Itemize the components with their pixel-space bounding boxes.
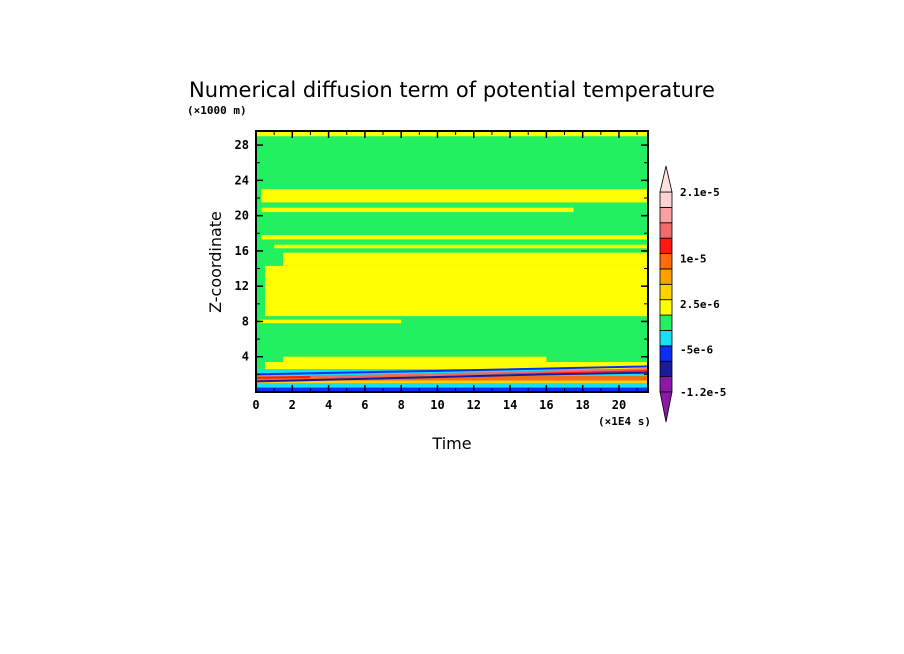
colorbar-bin-9 [659, 237, 673, 254]
colorbar-under-arrow [659, 391, 673, 423]
contour-band-9 [265, 362, 648, 371]
colorbar-bin-0 [659, 376, 673, 393]
x-tick-label: 20 [612, 398, 626, 412]
colorbar-over-arrow [659, 165, 673, 193]
colorbar-bin-8 [659, 253, 673, 270]
colorbar-bin-6 [659, 283, 673, 301]
colorbar-bin-11 [659, 206, 673, 224]
contour-band-13 [256, 383, 648, 388]
x-axis: 0 2 4 6 8 10 12 14 16 18 20 [252, 131, 638, 412]
x-tick-label: 10 [430, 398, 444, 412]
colorbar-label: 1e-5 [680, 253, 707, 266]
x-tick-label: 14 [503, 398, 517, 412]
x-tick-label: 6 [361, 398, 368, 412]
contour-band-7 [259, 319, 402, 324]
colorbar: 2.1e-5 1e-5 2.5e-6 -5e-6 -1.2e-5 [659, 165, 726, 423]
contour-line-2 [255, 365, 649, 376]
y-tick-label: 4 [242, 350, 249, 364]
contour-band-8 [283, 356, 547, 363]
colorbar-label: 2.1e-5 [680, 186, 720, 199]
contour-band-1 [261, 189, 648, 203]
contour-band-5 [283, 252, 648, 266]
x-tick-label: 18 [575, 398, 589, 412]
y-unit-label: (×1000 m) [187, 104, 247, 117]
plot-frame [255, 130, 649, 393]
x-tick-label: 0 [252, 398, 259, 412]
y-tick-label: 28 [235, 138, 249, 152]
x-tick-label: 2 [289, 398, 296, 412]
contour-band-14 [256, 387, 648, 392]
colorbar-bin-2 [659, 345, 673, 362]
contour-line-0 [255, 371, 649, 383]
y-tick-label: 20 [235, 209, 249, 223]
colorbar-bin-12 [659, 191, 673, 208]
contour-band-3 [261, 235, 648, 240]
x-tick-label: 16 [539, 398, 553, 412]
colorbar-bin-1 [659, 360, 673, 378]
contour-band-2 [261, 207, 574, 213]
y-tick-label: 24 [235, 173, 249, 187]
x-tick-label: 4 [325, 398, 332, 412]
contour-line-3 [310, 368, 649, 379]
x-tick-label: 12 [467, 398, 481, 412]
y-tick-label: 16 [235, 244, 249, 258]
x-axis-title: Time [431, 434, 471, 453]
y-tick-label: 12 [235, 279, 249, 293]
colorbar-label: -1.2e-5 [680, 386, 726, 399]
colorbar-bin-4 [659, 314, 673, 331]
x-tick-label: 8 [398, 398, 405, 412]
contour-band-0 [256, 131, 648, 137]
chart-title: Numerical diffusion term of potential te… [189, 78, 715, 102]
contour-band-10 [256, 369, 648, 377]
y-axis-title: Z-coordinate [206, 211, 225, 313]
contour-band-4 [274, 244, 648, 249]
contour-band-12 [256, 380, 648, 384]
y-tick-label: 8 [242, 314, 249, 328]
contour-band-6 [265, 265, 648, 317]
colorbar-label: -5e-6 [680, 344, 713, 357]
colorbar-bin-5 [659, 299, 673, 316]
contour-band-11 [256, 376, 648, 381]
colorbar-bin-10 [659, 222, 673, 239]
colorbar-bin-3 [659, 330, 673, 347]
y-axis: 4 8 12 16 20 24 28 [235, 138, 648, 375]
plot-area [255, 130, 649, 393]
colorbar-label: 2.5e-6 [680, 298, 720, 311]
x-unit-label: (×1E4 s) [598, 415, 651, 428]
colorbar-bin-7 [659, 268, 673, 285]
